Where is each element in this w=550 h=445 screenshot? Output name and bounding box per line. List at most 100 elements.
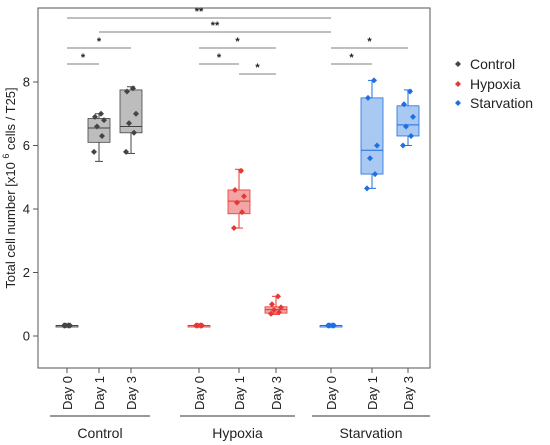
data-point	[241, 193, 247, 200]
x-tick-label: Day 3	[269, 376, 284, 410]
data-point	[367, 155, 373, 162]
data-point	[365, 94, 371, 101]
x-tick-label: Day 3	[124, 376, 139, 410]
legend-label: Control	[470, 56, 515, 72]
data-point	[268, 310, 274, 317]
x-tick-label: Day 1	[92, 376, 107, 410]
x-tick-label: Day 0	[60, 376, 75, 410]
box-control-day-3	[119, 85, 143, 155]
box-starvation-day-1	[360, 77, 384, 192]
data-point	[403, 123, 409, 130]
x-tick-label: Day 0	[324, 376, 339, 410]
significance-label: *	[367, 36, 372, 48]
y-axis-title: Total cell number [x10 6 cells / T25]	[1, 87, 18, 288]
data-point	[371, 77, 377, 84]
box-hypoxia-day-3	[264, 293, 288, 317]
box-hypoxia-day-0	[187, 322, 211, 329]
legend-marker	[455, 100, 461, 106]
x-axis: Day 0 Day 1 Day 3 Day 0 Day 1 Day 3 Day 0 Day 1…	[50, 368, 430, 441]
significance-label: *	[217, 52, 222, 64]
significance-bracket: *	[199, 52, 239, 65]
data-point	[123, 148, 129, 155]
data-point	[131, 129, 137, 136]
plot-frame	[37, 7, 431, 369]
x-tick-label: Day 1	[365, 376, 380, 410]
data-point	[364, 185, 370, 192]
y-tick-label: 8	[23, 75, 30, 90]
data-point	[231, 225, 237, 232]
data-point	[92, 113, 98, 120]
box-hypoxia-day-1	[227, 167, 251, 232]
significance-bracket: *	[199, 36, 276, 49]
significance-bracket: **	[99, 20, 331, 33]
box-starvation-day-0	[319, 322, 343, 329]
data-point	[94, 123, 100, 130]
significance-label: **	[195, 6, 204, 18]
data-point	[91, 148, 97, 155]
group-label: Starvation	[339, 425, 402, 441]
y-axis-title-suffix: cells / T25]	[3, 87, 18, 153]
box-control-day-0	[55, 322, 79, 329]
box-layer	[55, 77, 420, 329]
significance-label: *	[81, 52, 86, 64]
y-axis-title-prefix: Total cell number [x10	[3, 159, 18, 289]
legend-label: Hypoxia	[470, 76, 521, 92]
group-label: Control	[77, 425, 122, 441]
data-point	[372, 171, 378, 178]
significance-label: *	[235, 36, 240, 48]
legend: Control Hypoxia Starvation	[455, 56, 533, 111]
data-point	[126, 120, 132, 127]
significance-label: *	[97, 36, 102, 48]
data-point	[65, 322, 72, 329]
significance-bracket: *	[331, 52, 372, 65]
y-axis: 0 2 4 6 8	[23, 75, 38, 344]
data-point	[130, 85, 136, 92]
box-starvation-day-3	[396, 88, 420, 149]
significance-bracket: **	[67, 6, 331, 19]
significance-bracket: *	[67, 52, 99, 65]
significance-label: *	[255, 62, 260, 74]
significance-bracket: *	[331, 36, 408, 49]
data-point	[278, 304, 284, 311]
y-tick-label: 6	[23, 138, 30, 153]
box-control-day-1	[87, 110, 111, 162]
data-point	[133, 110, 139, 117]
data-point	[407, 88, 413, 95]
data-point	[239, 209, 245, 216]
x-tick-label: Day 1	[232, 376, 247, 410]
legend-marker	[455, 61, 461, 67]
group-label: Hypoxia	[212, 425, 263, 441]
data-point	[269, 301, 275, 308]
data-point	[275, 293, 281, 300]
data-point	[232, 186, 238, 193]
y-axis-label: Total cell number [x10 6 cells / T25]	[1, 87, 18, 288]
significance-bracket: *	[239, 62, 276, 75]
y-tick-label: 2	[23, 265, 30, 280]
data-point	[234, 199, 240, 206]
x-tick-label: Day 3	[401, 376, 416, 410]
y-tick-label: 4	[23, 202, 30, 217]
data-point	[329, 322, 336, 329]
box-iqr	[396, 105, 420, 137]
legend-item: Hypoxia	[455, 76, 521, 92]
data-point	[408, 132, 414, 139]
box-iqr	[87, 118, 111, 143]
data-point	[271, 306, 277, 313]
data-point	[61, 322, 68, 329]
box-iqr	[360, 97, 384, 175]
y-axis-title-superscript: 6	[1, 154, 11, 159]
data-point	[410, 113, 416, 120]
significance-brackets: ***********	[67, 6, 408, 75]
x-tick-label: Day 0	[192, 376, 207, 410]
significance-label: **	[211, 20, 220, 32]
data-point	[238, 167, 244, 174]
data-point	[98, 110, 104, 117]
data-point	[276, 309, 282, 316]
data-point	[99, 132, 105, 139]
legend-label: Starvation	[470, 95, 533, 111]
data-point	[193, 322, 200, 329]
data-point	[101, 117, 107, 124]
legend-item: Starvation	[455, 95, 533, 111]
data-point	[325, 322, 332, 329]
